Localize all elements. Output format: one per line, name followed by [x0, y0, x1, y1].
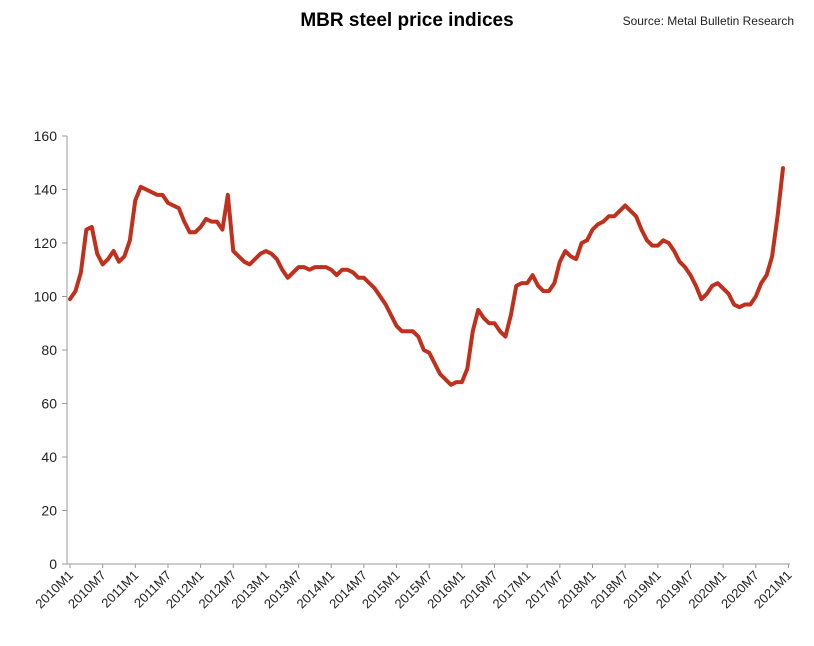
chart-source: Source: Metal Bulletin Research: [622, 14, 794, 28]
y-tick-label: 120: [34, 235, 58, 251]
y-tick-label: 80: [41, 342, 57, 358]
y-tick-label: 0: [49, 556, 57, 572]
y-tick-label: 40: [41, 449, 57, 465]
series-line: [68, 166, 785, 387]
y-tick-label: 140: [34, 182, 58, 198]
y-tick-label: 100: [34, 289, 58, 305]
y-tick-label: 20: [41, 503, 57, 519]
chart-title: MBR steel price indices: [300, 10, 514, 31]
y-tick-label: 60: [41, 396, 57, 412]
y-tick-label: 160: [34, 128, 58, 144]
